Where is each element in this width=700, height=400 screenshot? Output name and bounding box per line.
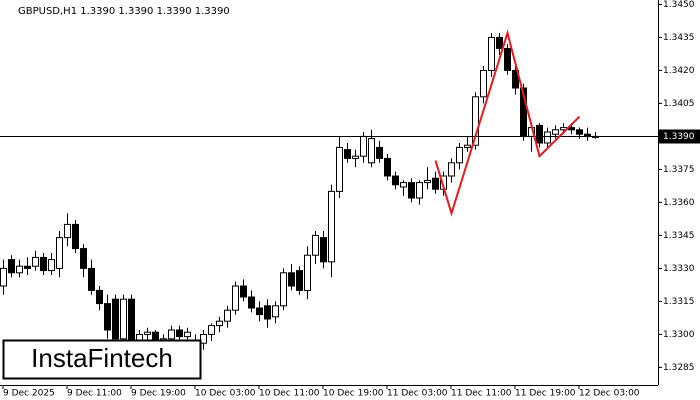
x-tick-label: 9 Dec 2025 (3, 389, 55, 399)
candle-body (264, 305, 271, 320)
candle-body (432, 177, 439, 190)
y-tick-label: 1.3420 (663, 66, 695, 76)
candle-body (16, 265, 23, 274)
candle-body (552, 129, 559, 135)
logo-box (2, 339, 202, 380)
candle-body (424, 179, 431, 184)
pattern-line (434, 29, 581, 217)
x-tick-label: 11 Dec 03:00 (387, 389, 448, 399)
candle-body (464, 144, 471, 148)
candle-body (312, 234, 319, 256)
candle-body (352, 155, 359, 159)
y-tick-label: 1.3405 (663, 99, 695, 109)
candle-body (544, 131, 551, 144)
x-tick-label: 10 Dec 03:00 (195, 389, 256, 399)
candle-body (480, 69, 487, 98)
candle-body (232, 285, 239, 311)
candle-body (200, 333, 207, 344)
x-tick-label: 11 Dec 19:00 (515, 389, 576, 399)
candle-body (80, 248, 87, 269)
candle-body (56, 237, 63, 269)
candle-body (288, 272, 295, 287)
x-tick-label: 10 Dec 11:00 (259, 389, 320, 399)
candle-body (344, 149, 351, 159)
candle-body (496, 36, 503, 49)
y-tick-label: 1.3345 (663, 231, 695, 241)
candle-body (184, 331, 191, 338)
candle-body (216, 320, 223, 327)
candle-body (248, 296, 255, 309)
y-tick-label: 1.3285 (663, 363, 695, 373)
candle-body (128, 298, 135, 346)
candle-body (96, 289, 103, 305)
candle-body (168, 329, 175, 340)
y-tick-label: 1.3300 (663, 330, 695, 340)
y-tick-label: 1.3375 (663, 165, 695, 175)
current-price-box (659, 129, 700, 144)
candle-body (504, 47, 511, 71)
candle-body (8, 259, 15, 274)
candle-body (304, 254, 311, 291)
candle-body (120, 298, 127, 340)
candle-body (448, 162, 455, 177)
candle-body (296, 270, 303, 291)
y-tick-label: 1.3450 (663, 0, 695, 10)
candle-body (384, 157, 391, 177)
candle-body (408, 182, 415, 199)
candle-body (40, 256, 47, 272)
candle-body (576, 129, 583, 135)
candle-body (0, 267, 7, 287)
candle-body (224, 309, 231, 322)
y-tick-label: 1.3330 (663, 264, 695, 274)
candle-body (328, 190, 335, 263)
candle-body (320, 237, 327, 263)
candle-body (336, 146, 343, 192)
x-tick-label: 9 Dec 11:00 (67, 389, 122, 399)
candle-body (144, 331, 151, 335)
candle-body (376, 146, 383, 159)
candle-body (280, 272, 287, 307)
candle-body (208, 325, 215, 335)
candle-body (176, 329, 183, 338)
y-tick-label: 1.3435 (663, 33, 695, 43)
candle-body (240, 285, 247, 298)
candle-body (456, 146, 463, 164)
y-tick-label: 1.3315 (663, 297, 695, 307)
candle-body (88, 267, 95, 291)
candle-body (472, 96, 479, 146)
y-tick-label: 1.3360 (663, 198, 695, 208)
candle-body (24, 265, 31, 269)
x-tick-label: 9 Dec 19:00 (131, 389, 186, 399)
candle-body (368, 138, 375, 164)
candle-body (400, 182, 407, 188)
candle-body (360, 135, 367, 157)
x-tick-label: 10 Dec 19:00 (323, 389, 384, 399)
candle-body (48, 259, 55, 272)
x-tick-label: 11 Dec 11:00 (451, 389, 512, 399)
candle-body (272, 305, 279, 318)
candle-body (32, 256, 39, 267)
candle-body (488, 36, 495, 71)
chart-title: GBPUSD,H1 1.3390 1.3390 1.3390 1.3390 (18, 6, 230, 17)
logo-text: InstaFintech (31, 343, 173, 373)
candle-body (64, 223, 71, 239)
candle-body (72, 223, 79, 250)
candle-body (104, 303, 111, 331)
candle-body (112, 298, 119, 340)
candle-body (392, 175, 399, 186)
x-tick-label: 12 Dec 03:00 (579, 389, 640, 399)
current-price-label: 1.3390 (663, 132, 695, 142)
candle-body (536, 124, 543, 144)
candle-body (416, 182, 423, 199)
candle-body (256, 307, 263, 316)
